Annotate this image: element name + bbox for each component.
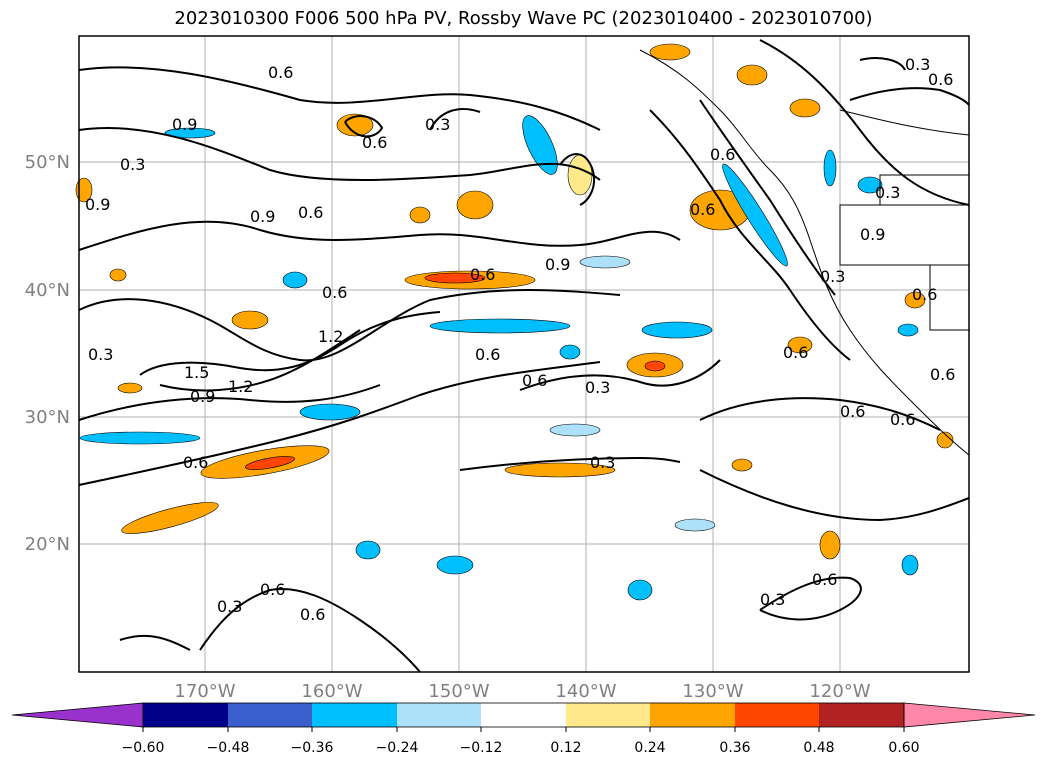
map-title: 2023010300 F006 500 hPa PV, Rossby Wave … [174,8,873,29]
contour-label: 0.9 [860,225,885,244]
contour-label: 0.3 [217,597,242,616]
contour-label: 0.6 [300,605,325,624]
contour-label: 0.3 [120,155,145,174]
contour-label: 0.3 [905,55,930,74]
colorbar-swatch [650,703,735,727]
contour-labels: 0.6 0.9 0.3 0.6 0.3 0.9 0.6 0.9 0.6 0.9 … [85,55,955,624]
lon-label: 160°W [301,681,362,702]
contour-label: 0.9 [250,207,275,226]
colorbar-tick: −0.60 [122,740,165,756]
contour-label: 0.6 [522,371,547,390]
colorbar-swatch [228,703,312,727]
contour-label: 0.3 [820,267,845,286]
colorbar-swatch [143,703,228,727]
map-area [79,36,969,672]
pv-contours [78,39,970,673]
contour-label: 0.6 [268,63,293,82]
colorbar-swatch [735,703,819,727]
colorbar-tick: 0.24 [634,740,665,756]
longitude-labels: 170°W 160°W 150°W 140°W 130°W 120°W [174,681,870,702]
colorbar-tick: 0.48 [803,740,834,756]
contour-label: 0.6 [470,265,495,284]
contour-label: 0.3 [590,453,615,472]
colorbar-tick: −0.12 [460,740,503,756]
contour-label: 0.6 [812,570,837,589]
contour-label: 0.6 [183,453,208,472]
lat-label: 50°N [25,152,70,173]
contour-label: 0.6 [322,283,347,302]
contour-label: 0.6 [912,285,937,304]
contour-label: 0.6 [840,402,865,421]
colorbar-tick: 0.12 [550,740,581,756]
latitude-labels: 50°N 40°N 30°N 20°N [25,152,70,555]
contour-label: 0.9 [85,195,110,214]
lat-label: 20°N [25,534,70,555]
colorbar-extend-right [903,702,1036,728]
contour-label: 1.2 [228,377,253,396]
colorbar-outline [142,702,905,728]
contour-label: 0.6 [890,410,915,429]
colorbar-extend-left [11,702,144,728]
colorbar-swatch [397,703,481,727]
graticule [79,36,969,672]
contour-label: 0.9 [545,255,570,274]
colorbar-tick: 0.60 [888,740,919,756]
contour-label: 0.9 [172,115,197,134]
colorbar-swatch [566,703,650,727]
contour-label: 1.5 [184,363,209,382]
map-frame [78,35,970,673]
contour-label: 0.6 [690,200,715,219]
contour-label: 0.6 [475,345,500,364]
contour-label: 0.3 [585,378,610,397]
colorbar-swatch [481,703,566,727]
colorbar: −0.60 −0.48 −0.36 −0.24 −0.12 0.12 0.24 … [11,702,1036,756]
contour-label: 0.6 [928,70,953,89]
lat-label: 30°N [25,407,70,428]
contour-label: 0.3 [88,345,113,364]
contour-label: 0.6 [783,343,808,362]
colorbar-tick: −0.24 [376,740,419,756]
contour-label: 0.3 [425,115,450,134]
colorbar-tick: −0.48 [207,740,250,756]
lon-label: 170°W [174,681,235,702]
lon-label: 130°W [682,681,743,702]
colorbar-swatch [312,703,397,727]
colorbar-tick: 0.36 [719,740,750,756]
contour-label: 1.2 [318,327,343,346]
contour-label: 0.6 [260,580,285,599]
lon-label: 140°W [555,681,616,702]
contour-label: 0.9 [190,387,215,406]
pv-shading [75,43,954,601]
contour-label: 0.3 [760,590,785,609]
lon-label: 150°W [428,681,489,702]
contour-label: 0.6 [362,133,387,152]
contour-label: 0.6 [930,365,955,384]
colorbar-swatch [819,703,904,727]
contour-label: 0.6 [710,145,735,164]
lat-label: 40°N [25,280,70,301]
contour-label: 0.6 [298,203,323,222]
colorbar-tick: −0.36 [291,740,334,756]
contour-label: 0.3 [875,183,900,202]
lon-label: 120°W [809,681,870,702]
